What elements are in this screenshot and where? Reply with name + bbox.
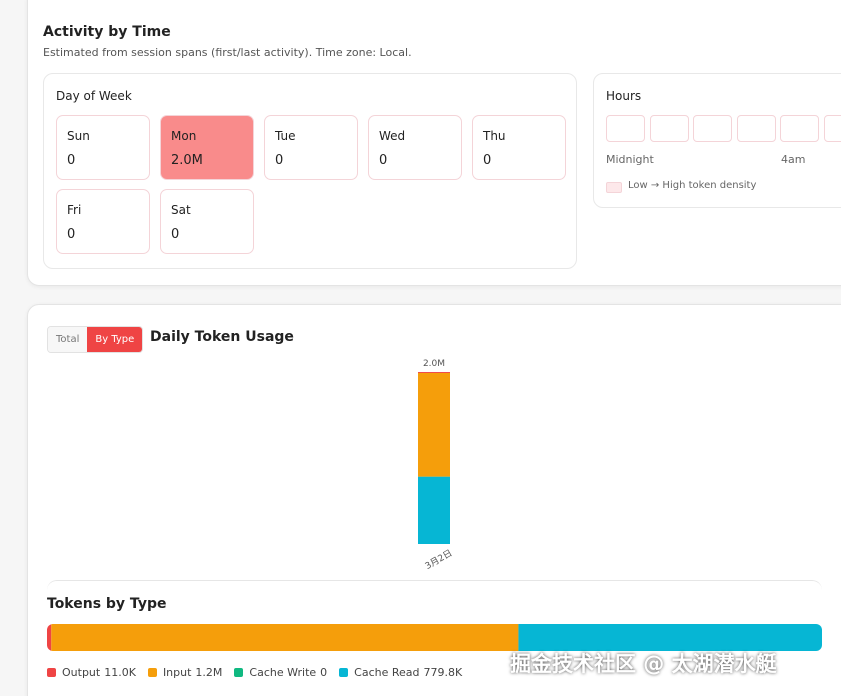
toggle: Total By Type — [47, 326, 144, 353]
legend-value: 11.0K — [104, 666, 136, 679]
day-value: 0 — [171, 227, 180, 242]
bar-segment — [418, 476, 450, 544]
day-name: Mon — [171, 129, 197, 143]
legend-name: Cache Write — [249, 666, 317, 679]
hours-panel — [593, 73, 841, 208]
bar-segment — [51, 624, 519, 651]
bar-segment — [518, 624, 822, 651]
day-value: 0 — [67, 153, 76, 168]
legend-name: Input — [162, 666, 192, 679]
day-tile: Sun 0 — [56, 115, 150, 180]
day-tile: Mon 2.0M — [160, 115, 254, 180]
day-name: Sat — [171, 203, 191, 217]
legend-value: 1.2M — [195, 666, 223, 679]
hour-cell — [649, 115, 689, 142]
day-tile: Thu 0 — [472, 115, 566, 180]
toggle-button[interactable]: Total — [48, 327, 88, 352]
day-name: Sun — [67, 129, 90, 143]
day-name: Thu — [483, 129, 506, 143]
legend-item: Cache Read 779.8K — [339, 666, 462, 679]
card-subtitle: Estimated from session spans (first/last… — [43, 46, 412, 59]
legend-item: Cache Write 0 — [234, 666, 327, 679]
hour-label: Midnight — [606, 153, 654, 166]
legend-name: Output — [62, 666, 101, 679]
hour-cell — [780, 115, 820, 142]
day-value: 0 — [67, 227, 76, 242]
card-title: Activity by Time — [43, 24, 171, 40]
legend-swatch — [47, 668, 56, 677]
legend-swatch — [234, 668, 244, 677]
x-tick-label: 3月2日 — [423, 548, 454, 572]
chart-title: Daily Token Usage — [150, 329, 294, 345]
bar-segment — [418, 372, 450, 477]
day-value: 0 — [483, 153, 492, 168]
legend-text: Low → High token density — [628, 180, 757, 191]
day-tile: Fri 0 — [56, 189, 150, 254]
legend-item: Input 1.2M — [147, 666, 223, 679]
section-title: Tokens by Type — [47, 596, 167, 612]
day-tile: Tue 0 — [264, 115, 358, 180]
hour-label: 4am — [781, 153, 806, 166]
type-bar — [47, 624, 822, 651]
legend-swatch — [606, 182, 622, 193]
day-value: 0 — [379, 153, 388, 168]
hour-cell — [736, 115, 776, 142]
bar-segment — [47, 624, 52, 651]
panel-title: Day of Week — [56, 89, 132, 103]
legend-swatch — [147, 668, 157, 677]
bar-segment — [418, 372, 450, 373]
day-value: 0 — [275, 153, 284, 168]
hour-cell — [693, 115, 733, 142]
hour-cell — [606, 115, 645, 142]
legend-value: 0 — [320, 666, 328, 679]
day-name: Wed — [379, 129, 406, 143]
day-name: Fri — [67, 203, 82, 217]
watermark: 掘金技术社区 @ 太湖潜水艇 — [510, 652, 777, 676]
day-value: 2.0M — [171, 153, 203, 168]
legend-name: Cache Read — [354, 666, 420, 679]
total-label: 2.0M — [423, 359, 445, 369]
legend-value: 779.8K — [423, 666, 463, 679]
legend: Output 11.0K Input 1.2M Cache Write 0 Cache Re… — [47, 666, 462, 679]
day-tile: Wed 0 — [368, 115, 462, 180]
legend-swatch — [339, 668, 349, 677]
daily-chart: 2.0M 3月2日 — [418, 359, 454, 572]
panel-title: Hours — [606, 89, 642, 103]
toggle-button[interactable]: By Type — [87, 327, 143, 352]
legend-item: Output 11.0K — [47, 666, 136, 679]
day-name: Tue — [275, 129, 296, 143]
hour-cell — [824, 115, 841, 142]
day-tile: Sat 0 — [160, 189, 254, 254]
divider — [47, 580, 822, 601]
